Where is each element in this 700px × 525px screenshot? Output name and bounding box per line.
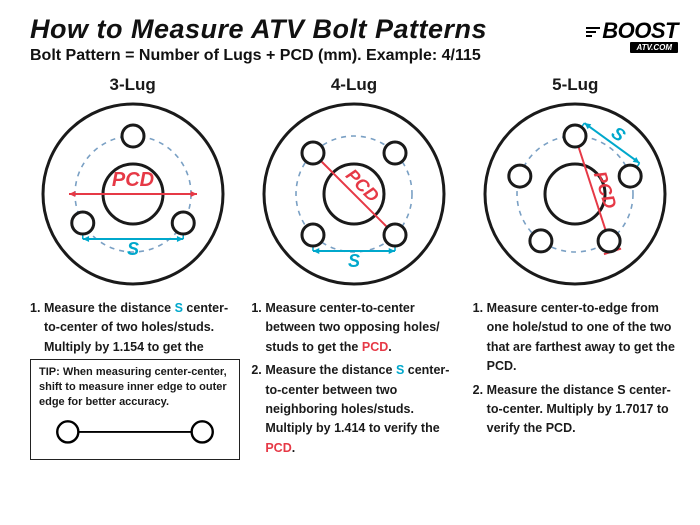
tip-diagram <box>39 410 231 450</box>
column-title: 4-Lug <box>331 75 377 95</box>
main-title: How to Measure ATV Bolt Patterns <box>30 14 678 45</box>
wheel-diagram: PCD S <box>38 99 228 289</box>
tip-text: TIP: When measuring center-center, shift… <box>39 365 231 410</box>
speed-lines-icon <box>586 25 600 39</box>
svg-text:S: S <box>127 239 139 259</box>
wheel-diagram: PCDS <box>480 99 670 289</box>
brand-logo: BOOST ATV.COM <box>586 18 678 53</box>
column-title: 5-Lug <box>552 75 598 95</box>
infographic-page: How to Measure ATV Bolt Patterns Bolt Pa… <box>0 0 700 472</box>
step-item: Measure center-to-center between two opp… <box>251 299 456 357</box>
header: How to Measure ATV Bolt Patterns Bolt Pa… <box>30 14 678 65</box>
step-item: Measure the distance S center-to-center.… <box>473 381 678 439</box>
svg-text:PCD: PCD <box>112 169 154 191</box>
svg-text:S: S <box>348 251 360 271</box>
steps-list: Measure center-to-edge from one hole/stu… <box>473 299 678 443</box>
logo-wordmark: BOOST <box>586 18 678 44</box>
subtitle: Bolt Pattern = Number of Lugs + PCD (mm)… <box>30 47 678 65</box>
step-item: Measure the distance S center-to-center … <box>251 361 456 458</box>
wheel-diagram: PCDS <box>259 99 449 289</box>
lug-column: 4-Lug PCDS Measure center-to-center betw… <box>251 75 456 462</box>
column-title: 3-Lug <box>110 75 156 95</box>
steps-list: Measure center-to-center between two opp… <box>251 299 456 462</box>
lug-column: 5-Lug PCDS Measure center-to-edge from o… <box>473 75 678 462</box>
step-item: Measure center-to-edge from one hole/stu… <box>473 299 678 377</box>
tip-box: TIP: When measuring center-center, shift… <box>30 359 240 460</box>
